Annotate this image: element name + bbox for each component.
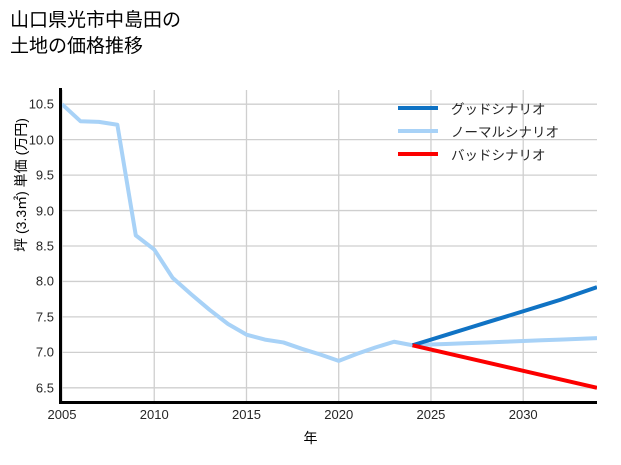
y-axis-spine	[59, 88, 62, 404]
legend-item-label: ノーマルシナリオ	[451, 124, 559, 140]
series-line	[412, 343, 597, 390]
legend-color-swatch	[398, 105, 438, 110]
vertical-gridlines	[62, 90, 524, 402]
legend-item[interactable]: グッドシナリオ	[398, 96, 613, 119]
x-tick-label: 2030	[508, 407, 538, 422]
y-tick-label: 6.5	[35, 380, 54, 396]
series-line	[62, 102, 597, 363]
y-axis-tick-labels: 10.5 10.0 9.5 9.0 8.5 8.0 7.5 7.0 6.5	[8, 90, 54, 402]
legend-color-swatch	[398, 128, 438, 133]
page-title: 山口県光市中島田の 土地の価格推移	[10, 10, 182, 57]
chart-legend: グッドシナリオ ノーマルシナリオ バッドシナリオ	[398, 92, 613, 167]
legend-item[interactable]: ノーマルシナリオ	[398, 119, 613, 142]
legend-item-label: バッドシナリオ	[451, 147, 546, 163]
y-tick-label: 10.5	[28, 96, 54, 112]
x-axis-tick-labels: 2005 2010 2015 2020 2025 2030	[48, 407, 597, 427]
y-axis-title: 坪 (3.3㎡) 単価 (万円)	[13, 118, 29, 252]
x-tick-label: 2020	[324, 407, 354, 422]
y-tick-label: 8.5	[35, 238, 54, 254]
plot-area	[62, 90, 597, 402]
y-tick-label: 9.5	[35, 167, 54, 183]
y-tick-label: 10.0	[28, 132, 54, 148]
plot-canvas	[62, 90, 597, 402]
legend-item[interactable]: バッドシナリオ	[398, 142, 613, 165]
y-tick-label: 7.5	[35, 309, 54, 325]
x-axis-title: 年	[303, 430, 318, 446]
legend-color-swatch	[398, 151, 438, 156]
x-tick-label: 2010	[139, 407, 169, 422]
x-axis-spine	[59, 401, 597, 404]
data-series-layer	[62, 102, 597, 390]
legend-item-label: グッドシナリオ	[451, 101, 546, 117]
y-tick-label: 7.0	[35, 344, 54, 360]
y-tick-label: 8.0	[35, 273, 54, 289]
x-tick-label: 2015	[232, 407, 261, 422]
x-tick-label: 2025	[416, 407, 446, 422]
y-tick-label: 9.0	[35, 203, 54, 219]
x-tick-label: 2005	[47, 407, 77, 422]
series-line	[411, 285, 597, 348]
